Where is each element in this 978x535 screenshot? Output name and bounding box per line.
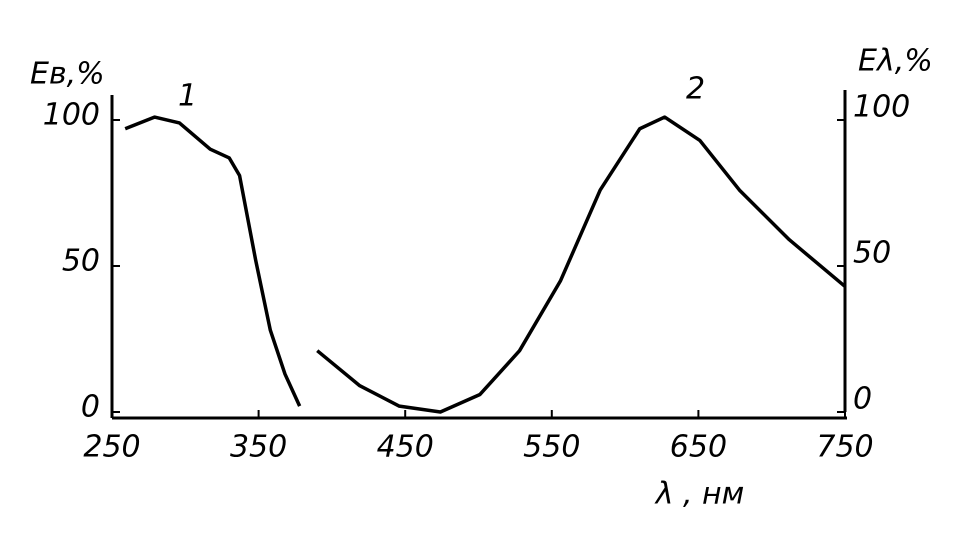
x-tick-label: 650: [670, 430, 727, 465]
annotation: 2: [686, 72, 705, 107]
y-tick-label: 50: [62, 244, 100, 279]
y2-tick-label: 100: [853, 90, 910, 125]
y-axis-label: Eв,%: [30, 57, 105, 92]
x-axis-label: λ , нм: [654, 477, 745, 512]
y-tick-label: 100: [43, 98, 100, 133]
y2-tick-label: 50: [853, 236, 891, 271]
annotation: 1: [178, 79, 197, 114]
x-tick-label: 550: [523, 430, 580, 465]
x-tick-label: 250: [83, 430, 140, 465]
y2-tick-label: 0: [853, 382, 872, 417]
x-tick-label: 450: [377, 430, 434, 465]
x-tick-label: 350: [230, 430, 287, 465]
line-series: [316, 115, 847, 414]
y-tick-label: 0: [81, 390, 100, 425]
x-tick-label: 750: [816, 430, 873, 465]
y2-axis-label: Eλ,%: [858, 44, 933, 79]
line-series: [124, 115, 302, 407]
